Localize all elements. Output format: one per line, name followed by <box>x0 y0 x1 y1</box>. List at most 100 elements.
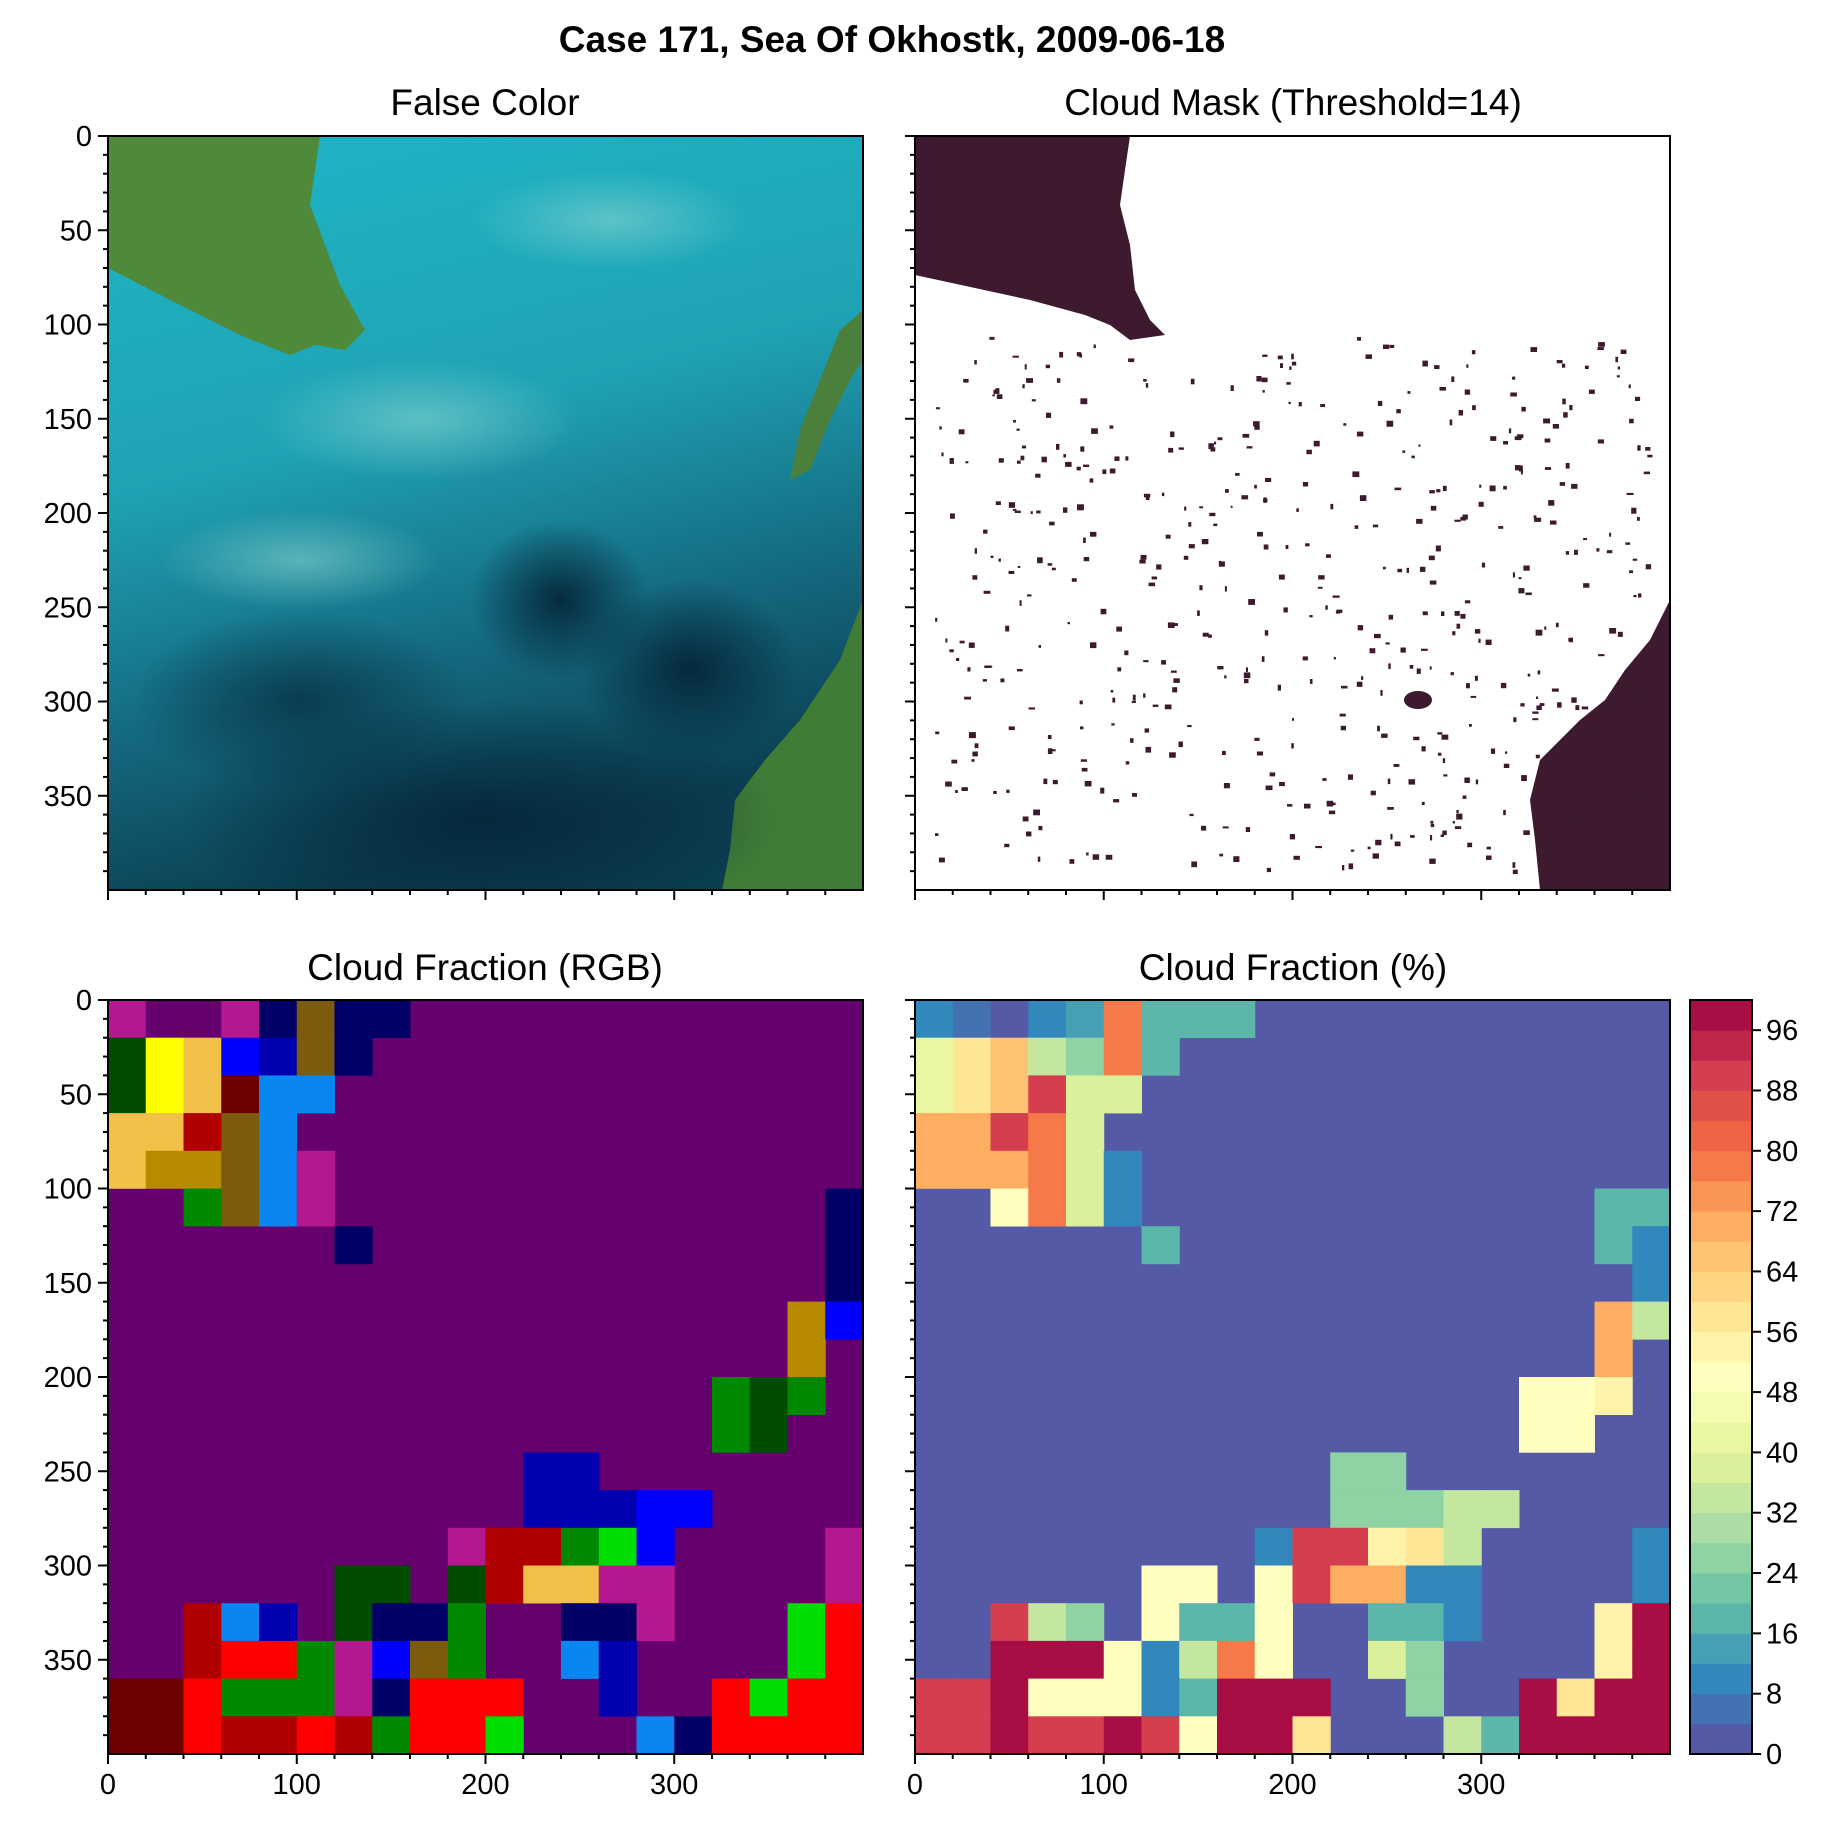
mask-speckle <box>1596 548 1600 552</box>
mask-speckle <box>1016 669 1023 672</box>
mask-speckle <box>1411 455 1415 459</box>
cf-rgb-cell <box>108 1150 147 1189</box>
cf-pct-cell <box>990 1716 1029 1755</box>
mask-speckle <box>1076 466 1081 471</box>
mask-speckle <box>1633 694 1638 699</box>
mask-speckle <box>1244 679 1249 684</box>
mask-speckle <box>1609 628 1617 634</box>
mask-speckle <box>1325 554 1331 558</box>
cf-rgb-cell <box>410 1716 449 1755</box>
mask-speckle <box>1452 631 1456 636</box>
mask-speckle <box>1012 355 1019 358</box>
mask-speckle <box>1372 524 1379 528</box>
cf-pct-cell <box>990 1603 1029 1642</box>
cf-pct-cell <box>1405 1640 1444 1679</box>
mask-speckle <box>1080 759 1087 762</box>
cf-rgb-cell <box>334 1716 373 1755</box>
cf-rgb-cell <box>372 1603 411 1642</box>
mask-speckle <box>1214 441 1217 445</box>
mask-speckle <box>1219 853 1224 857</box>
mask-speckle <box>1418 444 1421 447</box>
cf-rgb-cell <box>183 1075 222 1114</box>
mask-speckle <box>1443 774 1448 777</box>
mask-speckle <box>1441 734 1449 740</box>
mask-speckle <box>1024 364 1027 370</box>
mask-speckle <box>1043 778 1048 785</box>
mask-speckle <box>1069 859 1075 864</box>
cf-rgb-cell <box>183 1188 222 1227</box>
mask-speckle <box>983 529 988 534</box>
mask-speckle <box>1224 675 1227 679</box>
cf-rgb-cell <box>372 1716 411 1755</box>
mask-speckle <box>1612 776 1615 779</box>
cf-pct-cell <box>1066 1716 1105 1755</box>
cf-pct-cell <box>1254 1640 1293 1679</box>
colorbar-tick-label: 96 <box>1766 1015 1798 1047</box>
mask-speckle <box>1225 489 1229 493</box>
cf-rgb-cell <box>259 1150 298 1189</box>
mask-speckle <box>1557 702 1562 708</box>
mask-speckle <box>1437 732 1443 735</box>
mask-speckle <box>1348 863 1354 870</box>
cf-rgb-cell <box>296 1150 335 1189</box>
cf-pct-cell <box>1028 1603 1067 1642</box>
cf-rgb-cell <box>221 1716 260 1755</box>
mask-speckle <box>1372 853 1379 859</box>
mask-speckle <box>1539 819 1543 823</box>
mask-speckle <box>1079 353 1083 358</box>
cf-pct-cell <box>915 1000 954 1038</box>
mask-speckle <box>1248 599 1255 605</box>
mask-speckle <box>1525 592 1532 596</box>
mask-speckle <box>1632 558 1638 561</box>
cf-pct-cell <box>1632 1565 1671 1604</box>
mask-speckle <box>1429 666 1432 670</box>
mask-speckle <box>1421 801 1425 805</box>
cf-rgb-cell <box>145 1150 184 1189</box>
mask-speckle <box>1356 431 1364 437</box>
mask-speckle <box>1607 805 1615 809</box>
mask-speckle <box>1309 679 1313 684</box>
cf-pct-cell <box>1179 1640 1218 1679</box>
mask-speckle <box>1406 567 1409 573</box>
mask-speckle <box>1409 665 1414 669</box>
colorbar-level <box>1690 1573 1752 1604</box>
cf-rgb-cell <box>259 1037 298 1076</box>
mask-speckle <box>1261 656 1265 662</box>
figure-title: Case 171, Sea Of Okhostk, 2009-06-18 <box>559 19 1225 60</box>
mask-speckle <box>1328 810 1336 815</box>
mask-speckle <box>1140 554 1147 560</box>
mask-speckle <box>1382 566 1386 570</box>
mask-region-northwest <box>915 136 1165 340</box>
mask-speckle <box>1518 588 1525 594</box>
cf-rgb-cell <box>749 1377 788 1415</box>
mask-speckle <box>1598 654 1605 657</box>
mask-speckle <box>1309 615 1313 618</box>
mask-speckle <box>951 759 958 764</box>
cf-pct-cell <box>1594 1301 1633 1340</box>
mask-speckle <box>1421 648 1428 651</box>
mask-speckle <box>1333 656 1336 660</box>
mask-speckle <box>1269 772 1276 777</box>
cf-pct-cell <box>915 1716 954 1755</box>
mask-speckle <box>1279 782 1285 787</box>
cf-rgb-cell <box>636 1490 675 1529</box>
mask-speckle <box>1387 807 1394 810</box>
cf-rgb-cell <box>183 1716 222 1755</box>
mask-speckle <box>1291 353 1294 360</box>
cf-pct-cell <box>1632 1603 1671 1642</box>
cf-rgb-cell <box>183 1000 222 1038</box>
mask-speckle <box>1330 503 1334 510</box>
cf-rgb-cell <box>598 1640 637 1679</box>
mask-speckle <box>1190 378 1195 385</box>
mask-speckle <box>1332 595 1340 598</box>
mask-speckle <box>1143 660 1149 663</box>
mask-speckle <box>1490 436 1497 441</box>
cf-pct-cell <box>1594 1678 1633 1717</box>
mask-speckle <box>1030 511 1033 514</box>
mask-speckle <box>1530 347 1538 352</box>
cf-pct-cell <box>1141 1000 1180 1038</box>
cf-pct-cell <box>915 1075 954 1114</box>
cf-pct-cell <box>952 1716 991 1755</box>
mask-speckle <box>1067 622 1070 625</box>
colorbar-level <box>1690 1271 1752 1302</box>
